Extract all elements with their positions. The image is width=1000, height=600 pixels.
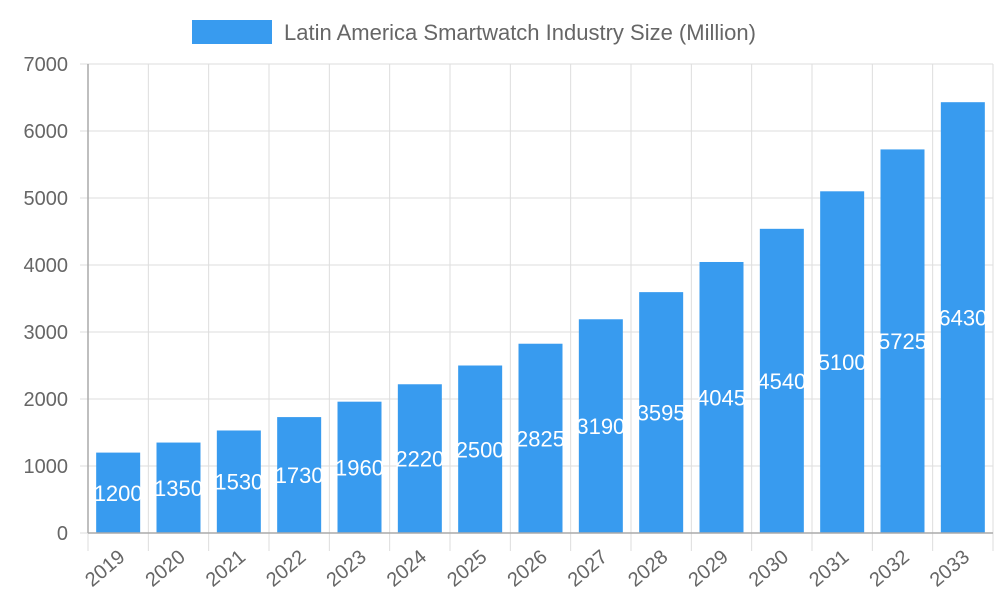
bar[interactable]	[699, 261, 744, 533]
x-tick-label: 2020	[141, 546, 189, 591]
bar[interactable]	[759, 228, 804, 533]
y-tick-label: 6000	[24, 121, 69, 143]
data-label: 2500	[456, 437, 505, 462]
x-tick-label: 2033	[926, 546, 974, 591]
data-label: 1960	[335, 455, 384, 480]
data-label: 1200	[94, 481, 143, 506]
bar[interactable]	[397, 384, 442, 533]
x-tick-label: 2030	[745, 546, 793, 591]
bar[interactable]	[337, 401, 382, 533]
bar[interactable]	[277, 417, 322, 533]
bar[interactable]	[216, 430, 261, 533]
data-labels: 1200 1350 1530 1730 1960 2220 2500 2825 3190 3595…	[94, 306, 988, 506]
bar[interactable]	[458, 365, 503, 534]
y-tick-label: 5000	[24, 188, 69, 210]
data-label: 2220	[395, 447, 444, 472]
data-label: 5725	[878, 329, 927, 354]
bar[interactable]	[96, 452, 141, 533]
data-label: 1730	[275, 463, 324, 488]
data-label: 3190	[576, 414, 625, 439]
y-tick-label: 7000	[24, 54, 69, 76]
bar[interactable]	[156, 442, 201, 533]
y-tick-label: 4000	[24, 255, 69, 277]
x-tick-label: 2022	[262, 546, 310, 591]
bar[interactable]	[578, 319, 623, 533]
x-tick-label: 2023	[322, 546, 370, 591]
legend-label: Latin America Smartwatch Industry Size (…	[284, 20, 756, 45]
x-tick-label: 2024	[383, 546, 431, 591]
legend[interactable]: Latin America Smartwatch Industry Size (…	[192, 20, 756, 45]
axes: 0 1000 2000 3000 4000 5000 6000 7000 2019 2020 202…	[24, 54, 993, 591]
bar[interactable]	[820, 191, 865, 534]
x-tick-label: 2031	[805, 546, 853, 591]
data-label: 1530	[214, 470, 263, 495]
bar[interactable]	[880, 149, 925, 534]
y-tick-label: 1000	[24, 456, 69, 478]
data-label: 2825	[516, 426, 565, 451]
data-label: 4045	[697, 385, 746, 410]
x-tick-label: 2026	[503, 546, 551, 591]
legend-swatch	[192, 20, 272, 44]
x-tick-label: 2028	[624, 546, 672, 591]
bars	[96, 102, 985, 534]
x-tick-label: 2032	[865, 546, 913, 591]
y-tick-label: 3000	[24, 322, 69, 344]
x-tick-label: 2019	[81, 546, 129, 591]
data-label: 4540	[757, 369, 806, 394]
bar[interactable]	[940, 102, 985, 533]
data-label: 6430	[938, 306, 987, 331]
x-tick-label: 2027	[564, 546, 612, 591]
x-tick-label: 2021	[202, 546, 250, 591]
y-tick-label: 0	[57, 523, 68, 545]
bar[interactable]	[518, 343, 563, 533]
x-tick-label: 2025	[443, 546, 491, 591]
x-tick-label: 2029	[684, 546, 732, 591]
bar[interactable]	[639, 292, 684, 533]
data-label: 1350	[154, 476, 203, 501]
data-label: 5100	[818, 350, 867, 375]
data-label: 3595	[637, 401, 686, 426]
y-tick-label: 2000	[24, 389, 69, 411]
grid	[80, 63, 994, 551]
